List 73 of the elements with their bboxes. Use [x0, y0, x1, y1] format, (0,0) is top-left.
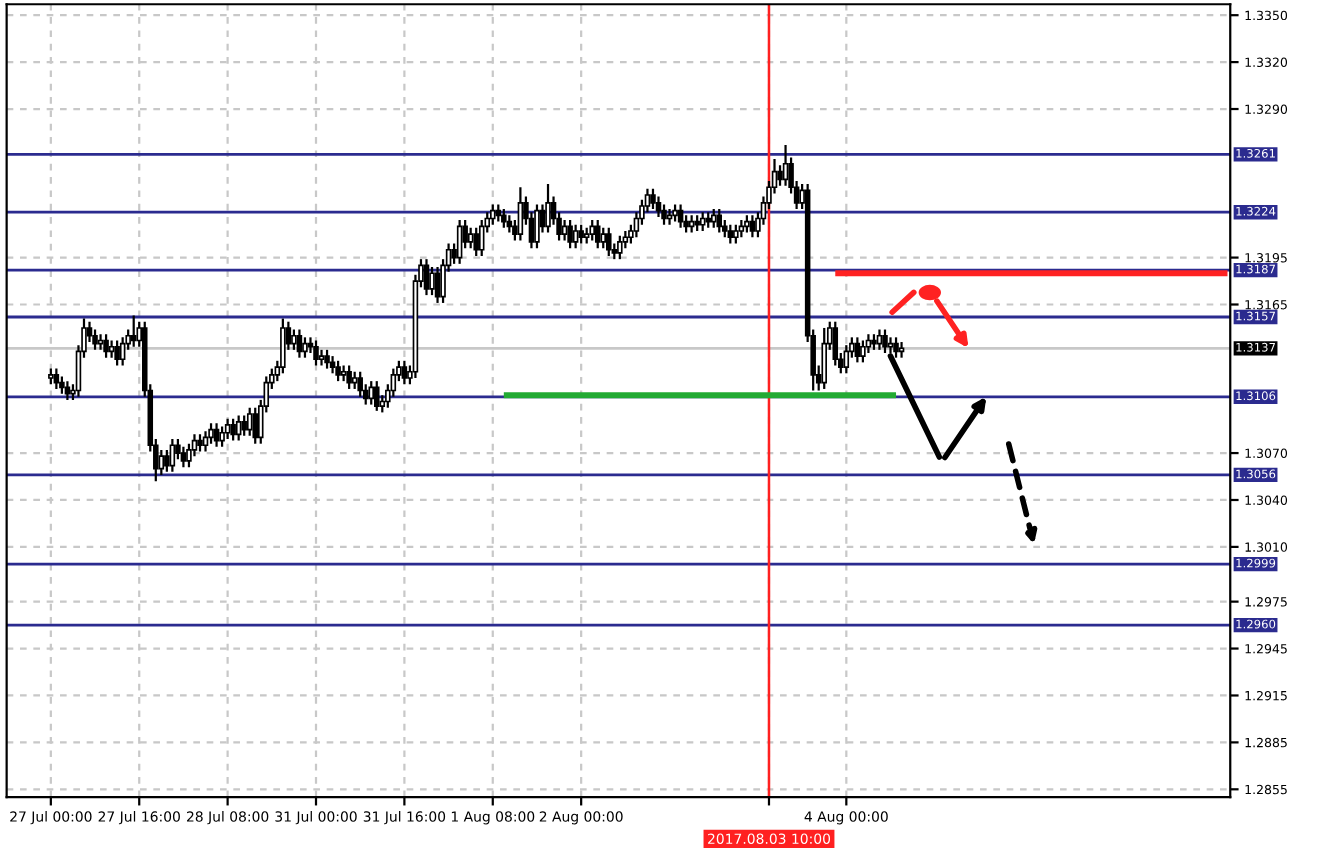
candlestick	[296, 328, 303, 359]
candlestick	[832, 320, 839, 367]
candlestick	[368, 380, 375, 406]
candlestick	[727, 223, 734, 245]
candlestick	[594, 218, 601, 250]
candlestick	[291, 328, 297, 351]
candlestick	[876, 328, 883, 351]
candlestick	[429, 265, 435, 297]
candlestick	[578, 223, 584, 245]
candlestick	[114, 339, 120, 367]
candlestick	[235, 414, 242, 442]
candlestick	[545, 182, 551, 234]
candlestick	[534, 203, 540, 250]
candlestick	[130, 314, 137, 348]
candlestick	[561, 218, 568, 242]
candlestick	[208, 422, 214, 445]
candlestick	[655, 195, 662, 219]
candlestick	[898, 340, 905, 359]
candlestick	[219, 425, 225, 448]
candlestick	[202, 430, 209, 453]
candlestick	[677, 203, 684, 229]
candlestick	[854, 336, 861, 364]
candlestick	[169, 437, 176, 473]
candlestick	[478, 218, 485, 258]
candlestick	[313, 339, 319, 367]
candlestick	[661, 203, 667, 226]
candlestick	[224, 417, 231, 441]
candlestick	[423, 258, 430, 297]
candlestick	[490, 203, 496, 226]
candlestick	[650, 187, 656, 211]
candlestick	[517, 186, 524, 242]
candlestick	[456, 218, 463, 265]
candlestick	[186, 442, 192, 469]
candlestick	[733, 223, 739, 245]
candlestick	[373, 380, 380, 412]
candlestick	[108, 339, 115, 359]
candlestick	[860, 339, 866, 364]
candlestick	[473, 226, 479, 258]
candlestick	[246, 406, 253, 437]
candlestick	[335, 359, 341, 383]
candlestick	[882, 328, 888, 355]
candlestick	[617, 234, 623, 261]
candlestick	[699, 211, 706, 233]
candlestick	[357, 370, 363, 398]
candlestick	[103, 333, 109, 359]
candlestick	[501, 208, 507, 229]
candlestick	[600, 226, 607, 250]
candlestick	[180, 445, 187, 469]
candlestick	[175, 437, 181, 461]
candlestick	[213, 422, 220, 448]
candlestick	[865, 333, 872, 355]
candlestick	[572, 223, 579, 250]
candlestick	[324, 348, 330, 370]
candlestick	[749, 214, 756, 239]
candlestick	[589, 218, 595, 242]
candlestick	[252, 406, 259, 445]
candlestick	[401, 359, 408, 386]
candlestick	[716, 208, 723, 234]
candlestick	[230, 417, 236, 442]
candlestick	[92, 328, 98, 351]
candlestick	[241, 414, 247, 437]
candlestick	[302, 336, 308, 359]
candlestick	[53, 367, 60, 391]
candlestick	[567, 218, 573, 250]
candlestick	[843, 344, 850, 375]
candlestick	[467, 226, 474, 250]
candlestick	[821, 326, 827, 391]
candlestick	[119, 336, 126, 367]
candlestick	[606, 226, 612, 258]
candlestick	[434, 265, 441, 305]
candlestick	[346, 364, 352, 391]
candlestick	[782, 143, 789, 187]
candlestick	[280, 317, 286, 375]
